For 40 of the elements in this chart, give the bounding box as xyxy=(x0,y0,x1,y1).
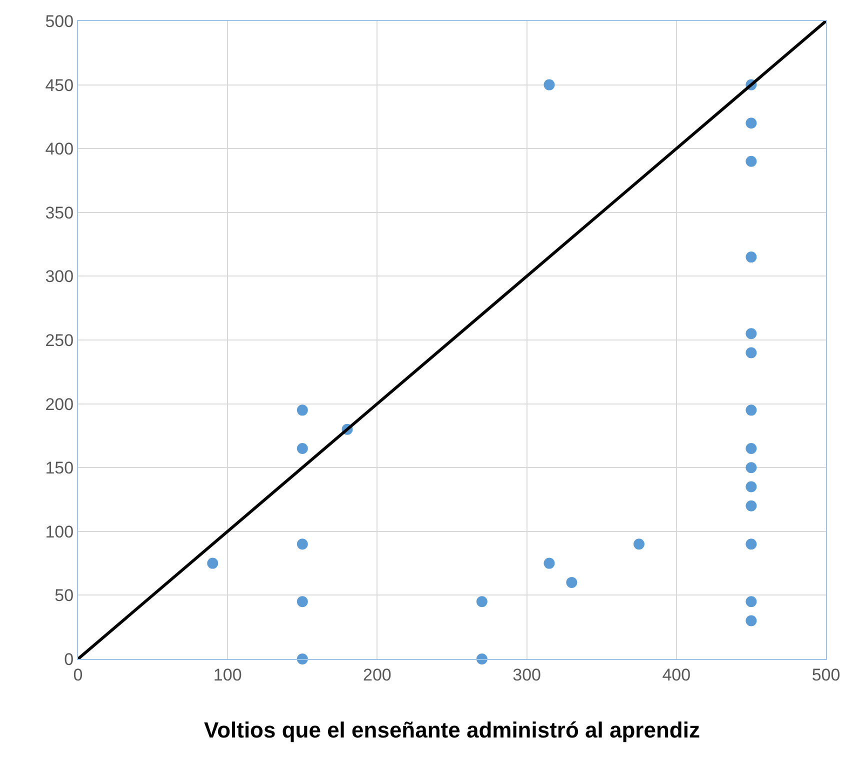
y-tick-label: 400 xyxy=(45,140,74,159)
point xyxy=(746,404,757,416)
y-tick-label: 500 xyxy=(45,12,74,31)
x-axis-title: Voltios que el enseñante administró al aprendiz xyxy=(204,717,700,742)
y-tick-label: 450 xyxy=(45,76,74,95)
y-tick-label: 100 xyxy=(45,522,74,542)
point xyxy=(746,462,757,474)
point xyxy=(544,79,555,90)
y-tick-label: 300 xyxy=(45,267,74,286)
y-tick-label: 200 xyxy=(45,394,74,414)
point xyxy=(296,538,308,550)
x-tick-label: 100 xyxy=(213,665,242,684)
y-tick-label: 150 xyxy=(45,458,74,478)
point xyxy=(746,328,757,340)
point xyxy=(296,596,308,608)
point xyxy=(746,347,757,358)
point xyxy=(634,538,644,550)
point xyxy=(296,404,308,416)
point xyxy=(746,500,757,512)
y-tick-label: 50 xyxy=(54,586,74,606)
point xyxy=(746,252,757,263)
y-tick-label: 0 xyxy=(64,650,74,669)
point xyxy=(566,576,578,588)
y-tick-label: 250 xyxy=(45,330,74,350)
y-tick-label: 350 xyxy=(45,203,74,222)
x-tick-label: 200 xyxy=(363,665,392,684)
point xyxy=(746,442,757,454)
x-tick-label: 300 xyxy=(512,665,541,684)
point xyxy=(746,538,757,550)
point xyxy=(746,118,757,129)
point xyxy=(746,156,757,167)
point xyxy=(296,442,308,454)
point xyxy=(207,558,218,569)
point xyxy=(544,558,555,569)
x-tick-label: 400 xyxy=(662,665,691,684)
x-tick-label: 500 xyxy=(812,665,840,684)
point xyxy=(746,615,757,626)
point xyxy=(746,596,757,608)
point xyxy=(746,481,757,492)
point xyxy=(476,596,488,608)
